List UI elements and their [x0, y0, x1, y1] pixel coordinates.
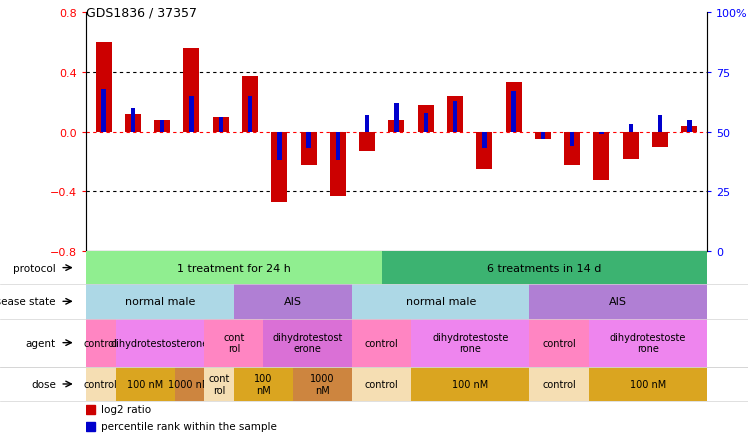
Bar	[212, 118, 229, 132]
Bar	[622, 132, 639, 159]
Bar	[160, 121, 165, 132]
Text: control: control	[365, 379, 399, 389]
Bar	[189, 97, 194, 132]
Bar	[599, 132, 604, 135]
Bar	[218, 118, 223, 132]
Text: control: control	[365, 338, 399, 348]
Text: AIS: AIS	[609, 297, 627, 306]
Bar	[423, 113, 428, 132]
Bar	[388, 121, 405, 132]
Text: dihydrotestoste
rone: dihydrotestoste rone	[432, 332, 509, 354]
Text: cont
rol: cont rol	[209, 373, 230, 395]
Bar	[535, 132, 551, 140]
Text: control: control	[542, 338, 576, 348]
Text: 6 treatments in 14 d: 6 treatments in 14 d	[487, 263, 601, 273]
Bar	[272, 132, 287, 203]
Text: dihydrotestost
erone: dihydrotestost erone	[272, 332, 343, 354]
Bar	[681, 126, 697, 132]
Bar	[447, 97, 463, 132]
Bar	[183, 49, 200, 132]
Bar	[453, 101, 457, 132]
Bar	[593, 132, 610, 180]
Text: cont
rol: cont rol	[223, 332, 245, 354]
Bar	[131, 108, 135, 132]
Bar	[336, 132, 340, 161]
Bar	[365, 116, 370, 132]
Text: control: control	[542, 379, 576, 389]
Text: control: control	[84, 338, 117, 348]
Text: 100 nM: 100 nM	[127, 379, 163, 389]
Bar	[242, 77, 258, 132]
Bar	[482, 132, 486, 149]
Bar	[564, 132, 580, 165]
Text: percentile rank within the sample: percentile rank within the sample	[101, 421, 277, 431]
Bar	[86, 404, 96, 414]
Bar	[154, 121, 171, 132]
Bar	[687, 121, 691, 132]
Bar	[417, 105, 434, 132]
Text: 100 nM: 100 nM	[630, 379, 666, 389]
Bar	[506, 83, 521, 132]
Bar	[652, 132, 668, 147]
Bar	[476, 132, 492, 170]
Bar	[330, 132, 346, 197]
Text: disease state: disease state	[0, 297, 56, 306]
Text: normal male: normal male	[405, 297, 476, 306]
Bar	[277, 132, 281, 161]
Bar	[657, 116, 662, 132]
Bar	[86, 422, 96, 431]
Bar	[248, 97, 252, 132]
Bar	[394, 104, 399, 132]
Text: 100
nM: 100 nM	[254, 373, 272, 395]
Text: 1000 nM: 1000 nM	[168, 379, 211, 389]
Bar	[541, 132, 545, 140]
Bar	[96, 43, 111, 132]
Text: protocol: protocol	[13, 263, 56, 273]
Bar	[628, 125, 633, 132]
Bar	[307, 132, 311, 149]
Text: control: control	[84, 379, 117, 389]
Bar	[512, 92, 516, 132]
Text: 1000
nM: 1000 nM	[310, 373, 335, 395]
Text: dihydrotestoste
rone: dihydrotestoste rone	[610, 332, 686, 354]
Bar	[125, 115, 141, 132]
Text: AIS: AIS	[284, 297, 302, 306]
Text: dose: dose	[31, 379, 56, 389]
Bar	[102, 89, 105, 132]
Text: dihydrotestosterone: dihydrotestosterone	[111, 338, 209, 348]
Bar	[301, 132, 316, 165]
Text: GDS1836 / 37357: GDS1836 / 37357	[86, 7, 197, 20]
Text: normal male: normal male	[125, 297, 195, 306]
Text: 1 treatment for 24 h: 1 treatment for 24 h	[177, 263, 291, 273]
Text: log2 ratio: log2 ratio	[101, 404, 151, 414]
Bar	[359, 132, 375, 152]
Text: agent: agent	[25, 338, 56, 348]
Text: 100 nM: 100 nM	[453, 379, 488, 389]
Bar	[570, 132, 574, 147]
